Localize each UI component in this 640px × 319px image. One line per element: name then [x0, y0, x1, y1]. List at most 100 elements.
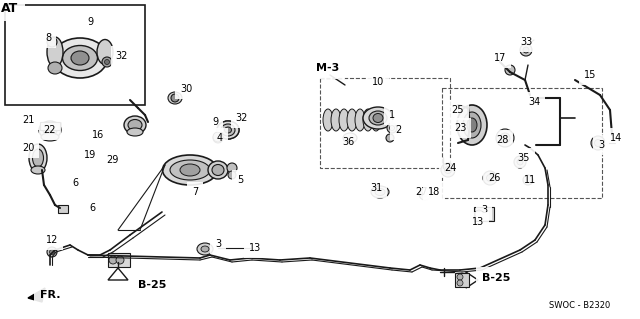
- Ellipse shape: [225, 127, 232, 133]
- Circle shape: [47, 37, 57, 47]
- Circle shape: [47, 247, 57, 257]
- Polygon shape: [28, 288, 45, 302]
- Circle shape: [475, 210, 483, 218]
- Text: 19: 19: [84, 150, 96, 160]
- Ellipse shape: [124, 116, 146, 134]
- Ellipse shape: [373, 114, 383, 122]
- Text: M-3: M-3: [316, 63, 340, 73]
- Circle shape: [213, 132, 223, 142]
- Circle shape: [104, 60, 109, 64]
- Ellipse shape: [48, 62, 62, 74]
- Text: 33: 33: [520, 37, 532, 47]
- Ellipse shape: [225, 127, 232, 133]
- Circle shape: [228, 171, 236, 179]
- Text: 28: 28: [496, 135, 508, 145]
- Circle shape: [523, 175, 533, 185]
- Text: 32: 32: [236, 113, 248, 123]
- Ellipse shape: [217, 121, 239, 139]
- Circle shape: [517, 159, 523, 165]
- Circle shape: [514, 156, 526, 168]
- Ellipse shape: [371, 109, 381, 131]
- Ellipse shape: [339, 109, 349, 131]
- Circle shape: [486, 174, 493, 182]
- Bar: [320, 78, 450, 168]
- Text: 29: 29: [106, 155, 118, 165]
- Bar: [108, 253, 130, 267]
- Ellipse shape: [371, 186, 389, 198]
- Text: 17: 17: [494, 53, 506, 63]
- Ellipse shape: [375, 189, 385, 196]
- Ellipse shape: [47, 37, 63, 67]
- Text: 34: 34: [528, 97, 540, 107]
- Text: 6: 6: [72, 178, 78, 188]
- Circle shape: [500, 133, 510, 143]
- Text: B-25: B-25: [138, 280, 166, 290]
- Circle shape: [171, 94, 179, 102]
- Text: 15: 15: [584, 70, 596, 80]
- Ellipse shape: [467, 118, 477, 132]
- Text: 3: 3: [215, 239, 221, 249]
- Ellipse shape: [221, 124, 235, 136]
- Bar: [455, 273, 469, 287]
- Text: 22: 22: [44, 125, 56, 135]
- Text: 3: 3: [598, 140, 604, 150]
- Ellipse shape: [197, 243, 213, 255]
- Text: 30: 30: [180, 84, 192, 94]
- Text: AT: AT: [1, 2, 19, 14]
- Text: 6: 6: [89, 203, 95, 213]
- Circle shape: [445, 167, 451, 174]
- Text: 13: 13: [472, 217, 484, 227]
- Text: 7: 7: [192, 187, 198, 197]
- Text: 18: 18: [428, 187, 440, 197]
- Ellipse shape: [463, 112, 481, 138]
- Ellipse shape: [343, 133, 357, 143]
- Ellipse shape: [221, 124, 235, 136]
- Ellipse shape: [43, 124, 57, 136]
- Circle shape: [419, 188, 431, 200]
- Text: 21: 21: [22, 115, 34, 125]
- Circle shape: [457, 280, 463, 286]
- Text: 13: 13: [249, 243, 261, 253]
- Ellipse shape: [33, 149, 44, 167]
- Ellipse shape: [168, 92, 182, 104]
- Ellipse shape: [127, 128, 143, 136]
- Text: 9: 9: [212, 117, 218, 127]
- Ellipse shape: [170, 160, 210, 180]
- Text: 25: 25: [452, 105, 464, 115]
- Text: 14: 14: [610, 133, 622, 143]
- Ellipse shape: [457, 105, 487, 145]
- Text: FR.: FR.: [40, 290, 60, 300]
- Ellipse shape: [63, 46, 97, 70]
- Ellipse shape: [201, 246, 209, 252]
- Text: 11: 11: [524, 175, 536, 185]
- Circle shape: [441, 163, 455, 177]
- Ellipse shape: [369, 111, 387, 125]
- Text: 16: 16: [92, 130, 104, 140]
- Ellipse shape: [71, 51, 89, 65]
- Ellipse shape: [212, 165, 224, 175]
- Text: 23: 23: [454, 123, 466, 133]
- Circle shape: [595, 139, 602, 146]
- Circle shape: [213, 133, 223, 143]
- Ellipse shape: [29, 144, 47, 172]
- Text: 5: 5: [237, 175, 243, 185]
- Ellipse shape: [331, 109, 341, 131]
- Ellipse shape: [52, 38, 108, 78]
- Circle shape: [503, 136, 507, 140]
- Text: 9: 9: [87, 17, 93, 27]
- Ellipse shape: [217, 121, 239, 139]
- Text: 24: 24: [444, 163, 456, 173]
- Circle shape: [496, 129, 514, 147]
- Text: 31: 31: [370, 183, 382, 193]
- Text: 36: 36: [342, 137, 354, 147]
- Ellipse shape: [208, 161, 228, 179]
- Circle shape: [457, 274, 463, 280]
- Text: 8: 8: [45, 33, 51, 43]
- Ellipse shape: [39, 121, 61, 139]
- Text: 2: 2: [395, 125, 401, 135]
- Ellipse shape: [347, 109, 357, 131]
- Ellipse shape: [41, 133, 59, 141]
- Circle shape: [227, 163, 237, 173]
- Text: 32: 32: [116, 51, 128, 61]
- Text: 10: 10: [372, 77, 384, 87]
